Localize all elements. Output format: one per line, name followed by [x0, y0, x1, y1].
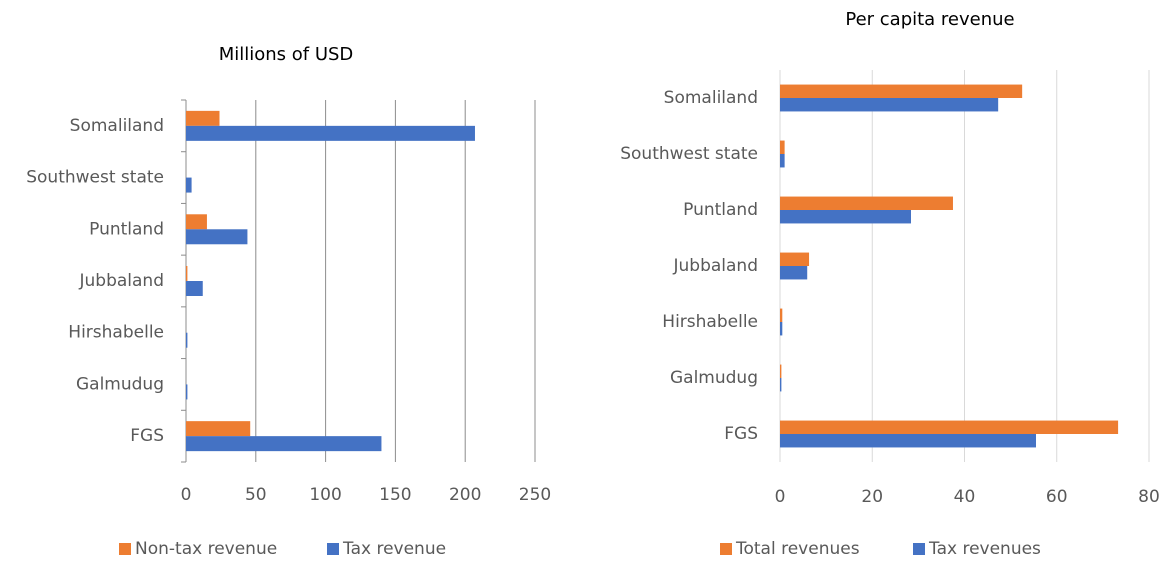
y-tick-label: Hirshabelle: [662, 312, 758, 332]
legend-swatch: [119, 543, 131, 555]
x-tick-label: 200: [449, 485, 481, 505]
bar: [780, 420, 1119, 434]
legend-label: Tax revenue: [342, 539, 446, 559]
bar: [186, 266, 188, 281]
legend-label: Tax revenues: [928, 539, 1041, 559]
y-tick-label: Puntland: [683, 200, 758, 220]
y-tick-label: Galmudug: [76, 374, 164, 394]
bar: [780, 84, 1023, 98]
chart-title: Millions of USD: [219, 44, 354, 65]
y-tick-label: Jubbaland: [79, 271, 165, 291]
bar: [780, 196, 953, 210]
y-tick-label: Southwest state: [26, 168, 164, 188]
bar: [780, 266, 808, 280]
x-tick-label: 40: [954, 487, 976, 507]
bar: [186, 421, 251, 437]
bar: [780, 364, 782, 378]
bar: [186, 177, 192, 193]
bar: [780, 252, 810, 266]
bar: [186, 384, 188, 400]
legend-label: Non-tax revenue: [135, 539, 277, 559]
bar: [186, 436, 382, 452]
y-tick-label: Galmudug: [670, 368, 758, 388]
bar: [780, 434, 1036, 448]
bar: [186, 214, 207, 230]
x-tick-label: 0: [181, 485, 192, 505]
x-tick-label: 100: [309, 485, 341, 505]
y-tick-label: Jubbaland: [673, 256, 759, 276]
legend-swatch: [720, 543, 732, 555]
bar: [780, 210, 911, 224]
y-tick-label: FGS: [724, 424, 758, 444]
bar: [780, 378, 782, 392]
y-tick-label: Somaliland: [70, 116, 164, 136]
x-tick-label: 60: [1046, 487, 1068, 507]
bar: [186, 281, 203, 296]
bar: [186, 229, 248, 245]
x-tick-label: 250: [519, 485, 551, 505]
x-tick-label: 80: [1138, 487, 1160, 507]
y-tick-label: Hirshabelle: [68, 323, 164, 343]
bar: [780, 98, 999, 112]
chart-title: Per capita revenue: [845, 9, 1014, 30]
bar: [780, 308, 783, 322]
x-tick-label: 20: [861, 487, 883, 507]
bar: [780, 322, 783, 336]
x-tick-label: 0: [775, 487, 786, 507]
x-tick-label: 50: [245, 485, 267, 505]
y-tick-label: Somaliland: [664, 88, 758, 108]
bar: [780, 140, 785, 154]
x-tick-label: 150: [379, 485, 411, 505]
legend-label: Total revenues: [735, 539, 860, 559]
legend-swatch: [327, 543, 339, 555]
y-tick-label: Puntland: [89, 219, 164, 239]
bar: [780, 154, 785, 168]
y-tick-label: FGS: [130, 426, 164, 446]
y-tick-label: Southwest state: [620, 144, 758, 164]
bar: [186, 332, 188, 348]
bar: [186, 110, 220, 126]
bar: [186, 125, 475, 141]
legend-swatch: [913, 543, 925, 555]
